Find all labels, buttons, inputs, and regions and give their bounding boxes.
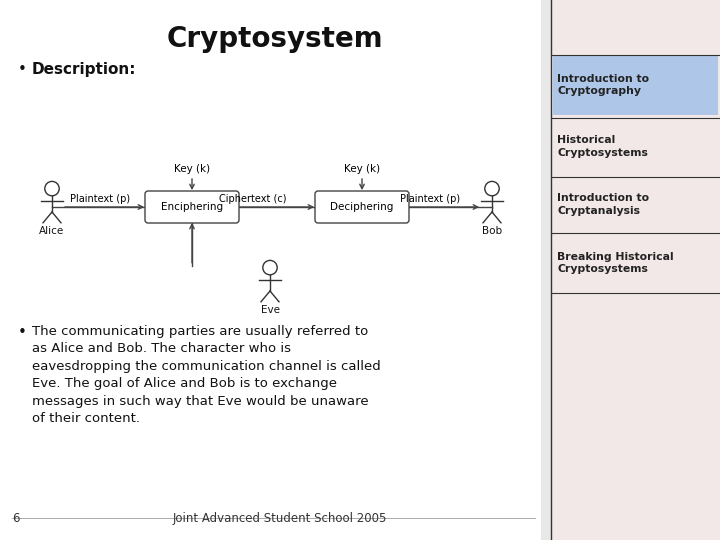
Text: Breaking Historical
Cryptosystems: Breaking Historical Cryptosystems xyxy=(557,252,674,274)
Text: Plaintext (p): Plaintext (p) xyxy=(400,194,460,204)
Text: Deciphering: Deciphering xyxy=(330,202,394,212)
Text: Joint Advanced Student School 2005: Joint Advanced Student School 2005 xyxy=(173,512,387,525)
FancyBboxPatch shape xyxy=(541,0,551,540)
FancyBboxPatch shape xyxy=(551,0,720,540)
FancyBboxPatch shape xyxy=(553,118,718,175)
FancyBboxPatch shape xyxy=(553,233,718,293)
Text: Historical
Cryptosystems: Historical Cryptosystems xyxy=(557,136,648,158)
Text: Bob: Bob xyxy=(482,226,502,236)
FancyBboxPatch shape xyxy=(553,55,718,115)
Text: Key (k): Key (k) xyxy=(174,164,210,174)
Text: Introduction to
Cryptanalysis: Introduction to Cryptanalysis xyxy=(557,193,649,215)
FancyBboxPatch shape xyxy=(145,191,239,223)
Text: 6: 6 xyxy=(12,512,19,525)
FancyBboxPatch shape xyxy=(315,191,409,223)
Text: Description:: Description: xyxy=(32,62,137,77)
Text: Eve: Eve xyxy=(261,305,279,315)
Text: Cryptosystem: Cryptosystem xyxy=(167,25,383,53)
FancyBboxPatch shape xyxy=(553,177,718,232)
Text: •: • xyxy=(18,325,27,340)
Text: The communicating parties are usually referred to
as Alice and Bob. The characte: The communicating parties are usually re… xyxy=(32,325,381,426)
Text: Key (k): Key (k) xyxy=(344,164,380,174)
Text: Ciphertext (c): Ciphertext (c) xyxy=(220,194,287,204)
Text: Alice: Alice xyxy=(40,226,65,236)
Text: Enciphering: Enciphering xyxy=(161,202,223,212)
Text: •: • xyxy=(18,62,27,77)
Text: Plaintext (p): Plaintext (p) xyxy=(70,194,130,204)
Text: Introduction to
Cryptography: Introduction to Cryptography xyxy=(557,74,649,96)
